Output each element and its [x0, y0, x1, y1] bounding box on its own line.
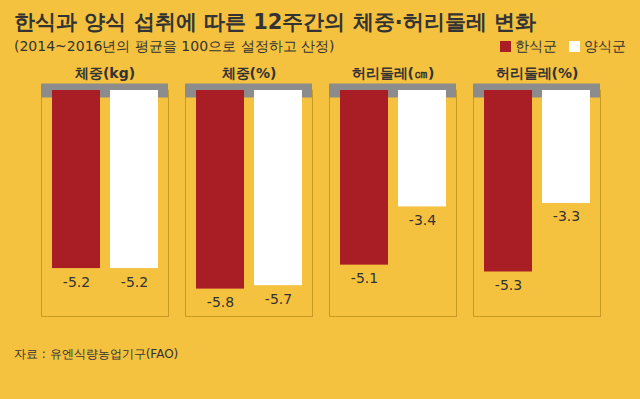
html-text:자료 : 유엔식량농업기구(FAO): 자료 : 유엔식량농업기구(FAO)	[14, 347, 179, 361]
svg-text:허리둘레(%): 허리둘레(%)	[496, 65, 579, 81]
svg-text:-5.1: -5.1	[351, 270, 378, 286]
svg-text:허리둘레(㎝): 허리둘레(㎝)	[352, 65, 435, 81]
svg-text:체중(%): 체중(%)	[221, 65, 277, 81]
html-text:양식군: 양식군	[584, 38, 626, 54]
html-text:한식군: 한식군	[515, 38, 557, 54]
svg-text:-5.8: -5.8	[207, 294, 234, 310]
svg-text:-5.3: -5.3	[495, 277, 522, 293]
svg-text:-5.7: -5.7	[265, 291, 292, 307]
svg-text:-3.3: -3.3	[553, 208, 580, 224]
html-text:한식과 양식 섭취에 따른 12주간의 체중·허리둘레 변화: 한식과 양식 섭취에 따른 12주간의 체중·허리둘레 변화	[14, 10, 537, 34]
svg-text:-5.2: -5.2	[63, 274, 90, 290]
svg-text:-3.4: -3.4	[409, 212, 436, 228]
svg-text:체중(kg): 체중(kg)	[74, 65, 135, 81]
html-text:(2014~2016년의 평균을 100으로 설정하고 산정: (2014~2016년의 평균을 100으로 설정하고 산정)	[14, 38, 335, 54]
svg-text:-5.2: -5.2	[121, 274, 148, 290]
